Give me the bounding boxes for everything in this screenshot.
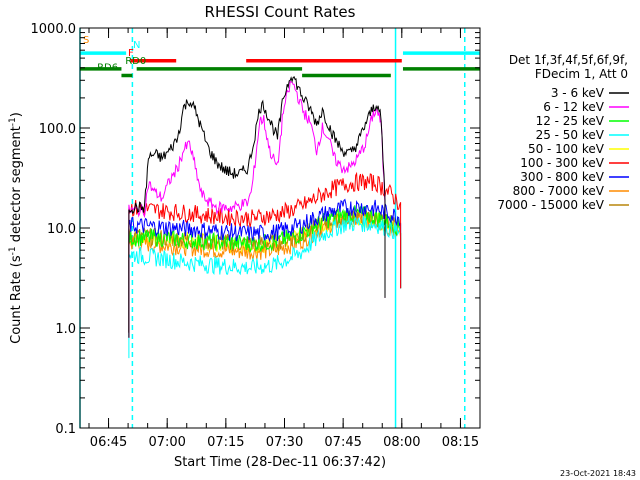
legend-header-line-2: FDecim 1, Att 0 [535,67,628,81]
y-tick-label: 1.0 [55,322,76,337]
legend-label: 12 - 25 keV [536,114,605,128]
x-axis-label: Start Time (28-Dec-11 06:37:42) [174,455,386,470]
y-tick-label: 10.0 [47,222,76,237]
x-tick-label: 07:15 [207,435,244,450]
y-tick-label: 0.1 [55,422,76,437]
series-line [128,206,402,333]
state-bar-label: F [128,48,134,59]
series-line [128,198,402,333]
legend-label: 800 - 7000 keV [513,184,605,198]
legend-label: 25 - 50 keV [536,128,605,142]
legend-header-line-1: Det 1f,3f,4f,5f,6f,9f, [509,53,628,67]
legend-label: 100 - 300 keV [520,156,604,170]
x-tick-label: 06:45 [90,435,127,450]
state-bar-label: S [83,35,89,46]
y-axis-label: Count Rate (s-1 detector segment-1) [8,112,24,344]
legend-label: 300 - 800 keV [520,170,604,184]
legend-label: 50 - 100 keV [528,142,605,156]
x-tick-label: 08:15 [442,435,479,450]
series-line [128,75,386,338]
state-bar-label: N [133,40,140,51]
y-tick-label: 100.0 [39,122,76,137]
x-tick-label: 07:30 [266,435,303,450]
y-tick-label: 1000.0 [31,22,77,37]
legend-label: 3 - 6 keV [551,86,605,100]
chart-title: RHESSI Count Rates [205,3,356,21]
x-tick-label: 07:00 [148,435,185,450]
legend: Det 1f,3f,4f,5f,6f,9f, FDecim 1, Att 0 3… [497,53,629,212]
legend-label: 7000 - 15000 keV [497,198,604,212]
series-line [128,80,386,338]
x-tick-label: 07:45 [324,435,361,450]
legend-label: 6 - 12 keV [543,100,605,114]
vertical-marker-lines [79,28,466,428]
state-bar-label: RD0 [125,56,146,67]
x-axis: 06:45 07:00 07:15 07:30 07:45 08:00 08:15 [88,28,479,450]
y-axis: 1000.0 100.0 10.0 1.0 0.1 [31,22,480,437]
series-line [128,209,402,333]
x-tick-label: 08:00 [383,435,420,450]
series-line [128,214,402,359]
series-layer [128,75,402,359]
series-line [128,171,402,333]
footer-timestamp: 23-Oct-2021 18:43 [560,469,636,478]
state-bar-label: RD6 [97,62,118,73]
series-line [128,211,402,333]
